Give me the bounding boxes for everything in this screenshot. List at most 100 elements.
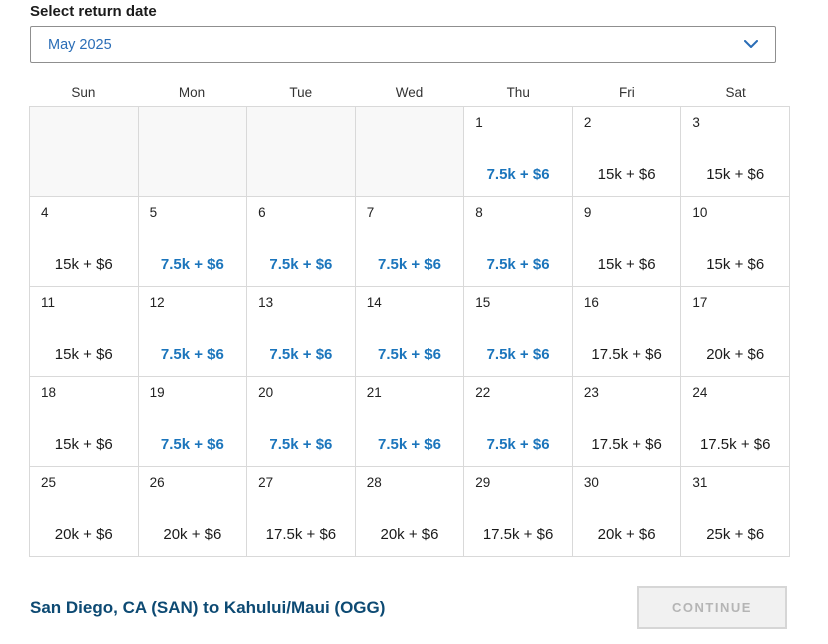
price-label: 7.5k + $6: [269, 256, 333, 273]
price-label: 7.5k + $6: [486, 346, 550, 363]
calendar-day-cell[interactable]: 14 7.5k + $6: [355, 287, 465, 377]
day-number: 30: [583, 475, 599, 490]
day-number: 7: [366, 205, 375, 220]
calendar-day-cell[interactable]: 4 15k + $6: [30, 197, 139, 287]
calendar-day-cell[interactable]: 6 7.5k + $6: [247, 197, 356, 287]
day-number: 12: [149, 295, 165, 310]
calendar-day-cell[interactable]: 26 20k + $6: [138, 467, 248, 557]
calendar-day-cell[interactable]: 3 15k + $6: [681, 107, 790, 197]
day-number: 28: [366, 475, 382, 490]
weekday-label: Sun: [71, 85, 96, 100]
day-number: 8: [475, 205, 483, 220]
calendar-day-cell[interactable]: 17 20k + $6: [681, 287, 790, 377]
price-label: 7.5k + $6: [269, 436, 333, 453]
day-number: 6: [258, 205, 266, 220]
calendar-day-cell[interactable]: 1 7.5k + $6: [464, 107, 573, 197]
calendar-day-cell[interactable]: 16 17.5k + $6: [572, 287, 682, 377]
calendar-day-cell[interactable]: 13 7.5k + $6: [247, 287, 356, 377]
price-label: 20k + $6: [380, 526, 439, 543]
day-number: 10: [692, 205, 708, 220]
calendar-day-cell[interactable]: 12 7.5k + $6: [138, 287, 248, 377]
day-number: 31: [692, 475, 708, 490]
calendar-day-cell[interactable]: 25 20k + $6: [30, 467, 139, 557]
price-label: 20k + $6: [597, 526, 656, 543]
price-label: 7.5k + $6: [486, 436, 550, 453]
price-label: 17.5k + $6: [265, 526, 337, 543]
continue-button[interactable]: CONTINUE: [637, 586, 787, 629]
calendar-day-cell[interactable]: 7 7.5k + $6: [355, 197, 465, 287]
price-label: 7.5k + $6: [160, 256, 224, 273]
day-number: 9: [583, 205, 592, 220]
day-number: 2: [583, 115, 592, 130]
price-label: 7.5k + $6: [378, 436, 441, 453]
weekday-label: Thu: [506, 85, 530, 100]
day-number: 4: [41, 205, 49, 220]
day-number: 18: [41, 385, 57, 400]
price-label: 15k + $6: [597, 166, 656, 183]
calendar-empty-cell: [138, 107, 248, 197]
calendar-day-cell[interactable]: 19 7.5k + $6: [138, 377, 248, 467]
day-number: 5: [149, 205, 158, 220]
calendar-day-cell[interactable]: 30 20k + $6: [572, 467, 682, 557]
calendar-day-cell[interactable]: 28 20k + $6: [355, 467, 465, 557]
calendar-day-cell[interactable]: 8 7.5k + $6: [464, 197, 573, 287]
price-label: 17.5k + $6: [482, 526, 554, 543]
price-label: 15k + $6: [54, 436, 113, 453]
price-label: 7.5k + $6: [486, 166, 550, 183]
price-label: 25k + $6: [706, 526, 765, 543]
day-number: 22: [475, 385, 491, 400]
day-number: 29: [475, 475, 491, 490]
price-label: 17.5k + $6: [591, 436, 662, 453]
price-label: 7.5k + $6: [378, 346, 441, 363]
weekday-label: Wed: [395, 85, 424, 100]
calendar-day-cell[interactable]: 23 17.5k + $6: [572, 377, 682, 467]
day-number: 26: [149, 475, 165, 490]
calendar-day-cell[interactable]: 9 15k + $6: [572, 197, 682, 287]
day-number: 24: [692, 385, 708, 400]
price-label: 17.5k + $6: [699, 436, 771, 453]
day-number: 16: [583, 295, 599, 310]
calendar-day-cell[interactable]: 31 25k + $6: [681, 467, 790, 557]
price-label: 15k + $6: [706, 256, 765, 273]
route-title: San Diego, CA (SAN) to Kahului/Maui (OGG…: [30, 597, 386, 617]
day-number: 19: [149, 385, 165, 400]
calendar-day-cell[interactable]: 27 17.5k + $6: [247, 467, 356, 557]
month-select[interactable]: May 2025: [30, 26, 776, 63]
day-number: 23: [583, 385, 599, 400]
price-label: 17.5k + $6: [591, 346, 662, 363]
calendar-day-cell[interactable]: 29 17.5k + $6: [464, 467, 573, 557]
calendar-day-cell[interactable]: 15 7.5k + $6: [464, 287, 573, 377]
calendar-day-cell[interactable]: 2 15k + $6: [572, 107, 682, 197]
weekday-label: Sat: [725, 85, 746, 100]
price-label: 7.5k + $6: [486, 256, 550, 273]
calendar-day-cell[interactable]: 20 7.5k + $6: [247, 377, 356, 467]
footer-row: San Diego, CA (SAN) to Kahului/Maui (OGG…: [30, 586, 787, 629]
price-label: 7.5k + $6: [160, 436, 224, 453]
day-number: 20: [258, 385, 274, 400]
price-label: 7.5k + $6: [160, 346, 224, 363]
weekday-label: Mon: [178, 85, 206, 100]
calendar-day-cell[interactable]: 18 15k + $6: [30, 377, 139, 467]
calendar-empty-cell: [355, 107, 465, 197]
calendar-day-cell[interactable]: 24 17.5k + $6: [681, 377, 790, 467]
day-number: 3: [692, 115, 700, 130]
chevron-down-icon: [744, 40, 758, 49]
day-number: 27: [258, 475, 274, 490]
calendar-day-cell[interactable]: 22 7.5k + $6: [464, 377, 573, 467]
price-label: 20k + $6: [54, 526, 113, 543]
calendar-grid: 1 7.5k + $6 2 15k + $6 3 15k + $6 4 15k + $6 5 7.…: [29, 106, 790, 557]
calendar-day-cell[interactable]: 11 15k + $6: [30, 287, 139, 377]
page-title: Select return date: [30, 3, 157, 20]
calendar-day-cell[interactable]: 10 15k + $6: [681, 197, 790, 287]
price-label: 20k + $6: [706, 346, 765, 363]
day-number: 14: [366, 295, 382, 310]
day-number: 11: [41, 295, 56, 310]
day-number: 21: [366, 385, 382, 400]
price-label: 7.5k + $6: [269, 346, 333, 363]
day-number: 25: [41, 475, 57, 490]
calendar-empty-cell: [247, 107, 356, 197]
day-number: 1: [475, 115, 483, 130]
price-label: 15k + $6: [706, 166, 765, 183]
calendar-day-cell[interactable]: 5 7.5k + $6: [138, 197, 248, 287]
calendar-day-cell[interactable]: 21 7.5k + $6: [355, 377, 465, 467]
